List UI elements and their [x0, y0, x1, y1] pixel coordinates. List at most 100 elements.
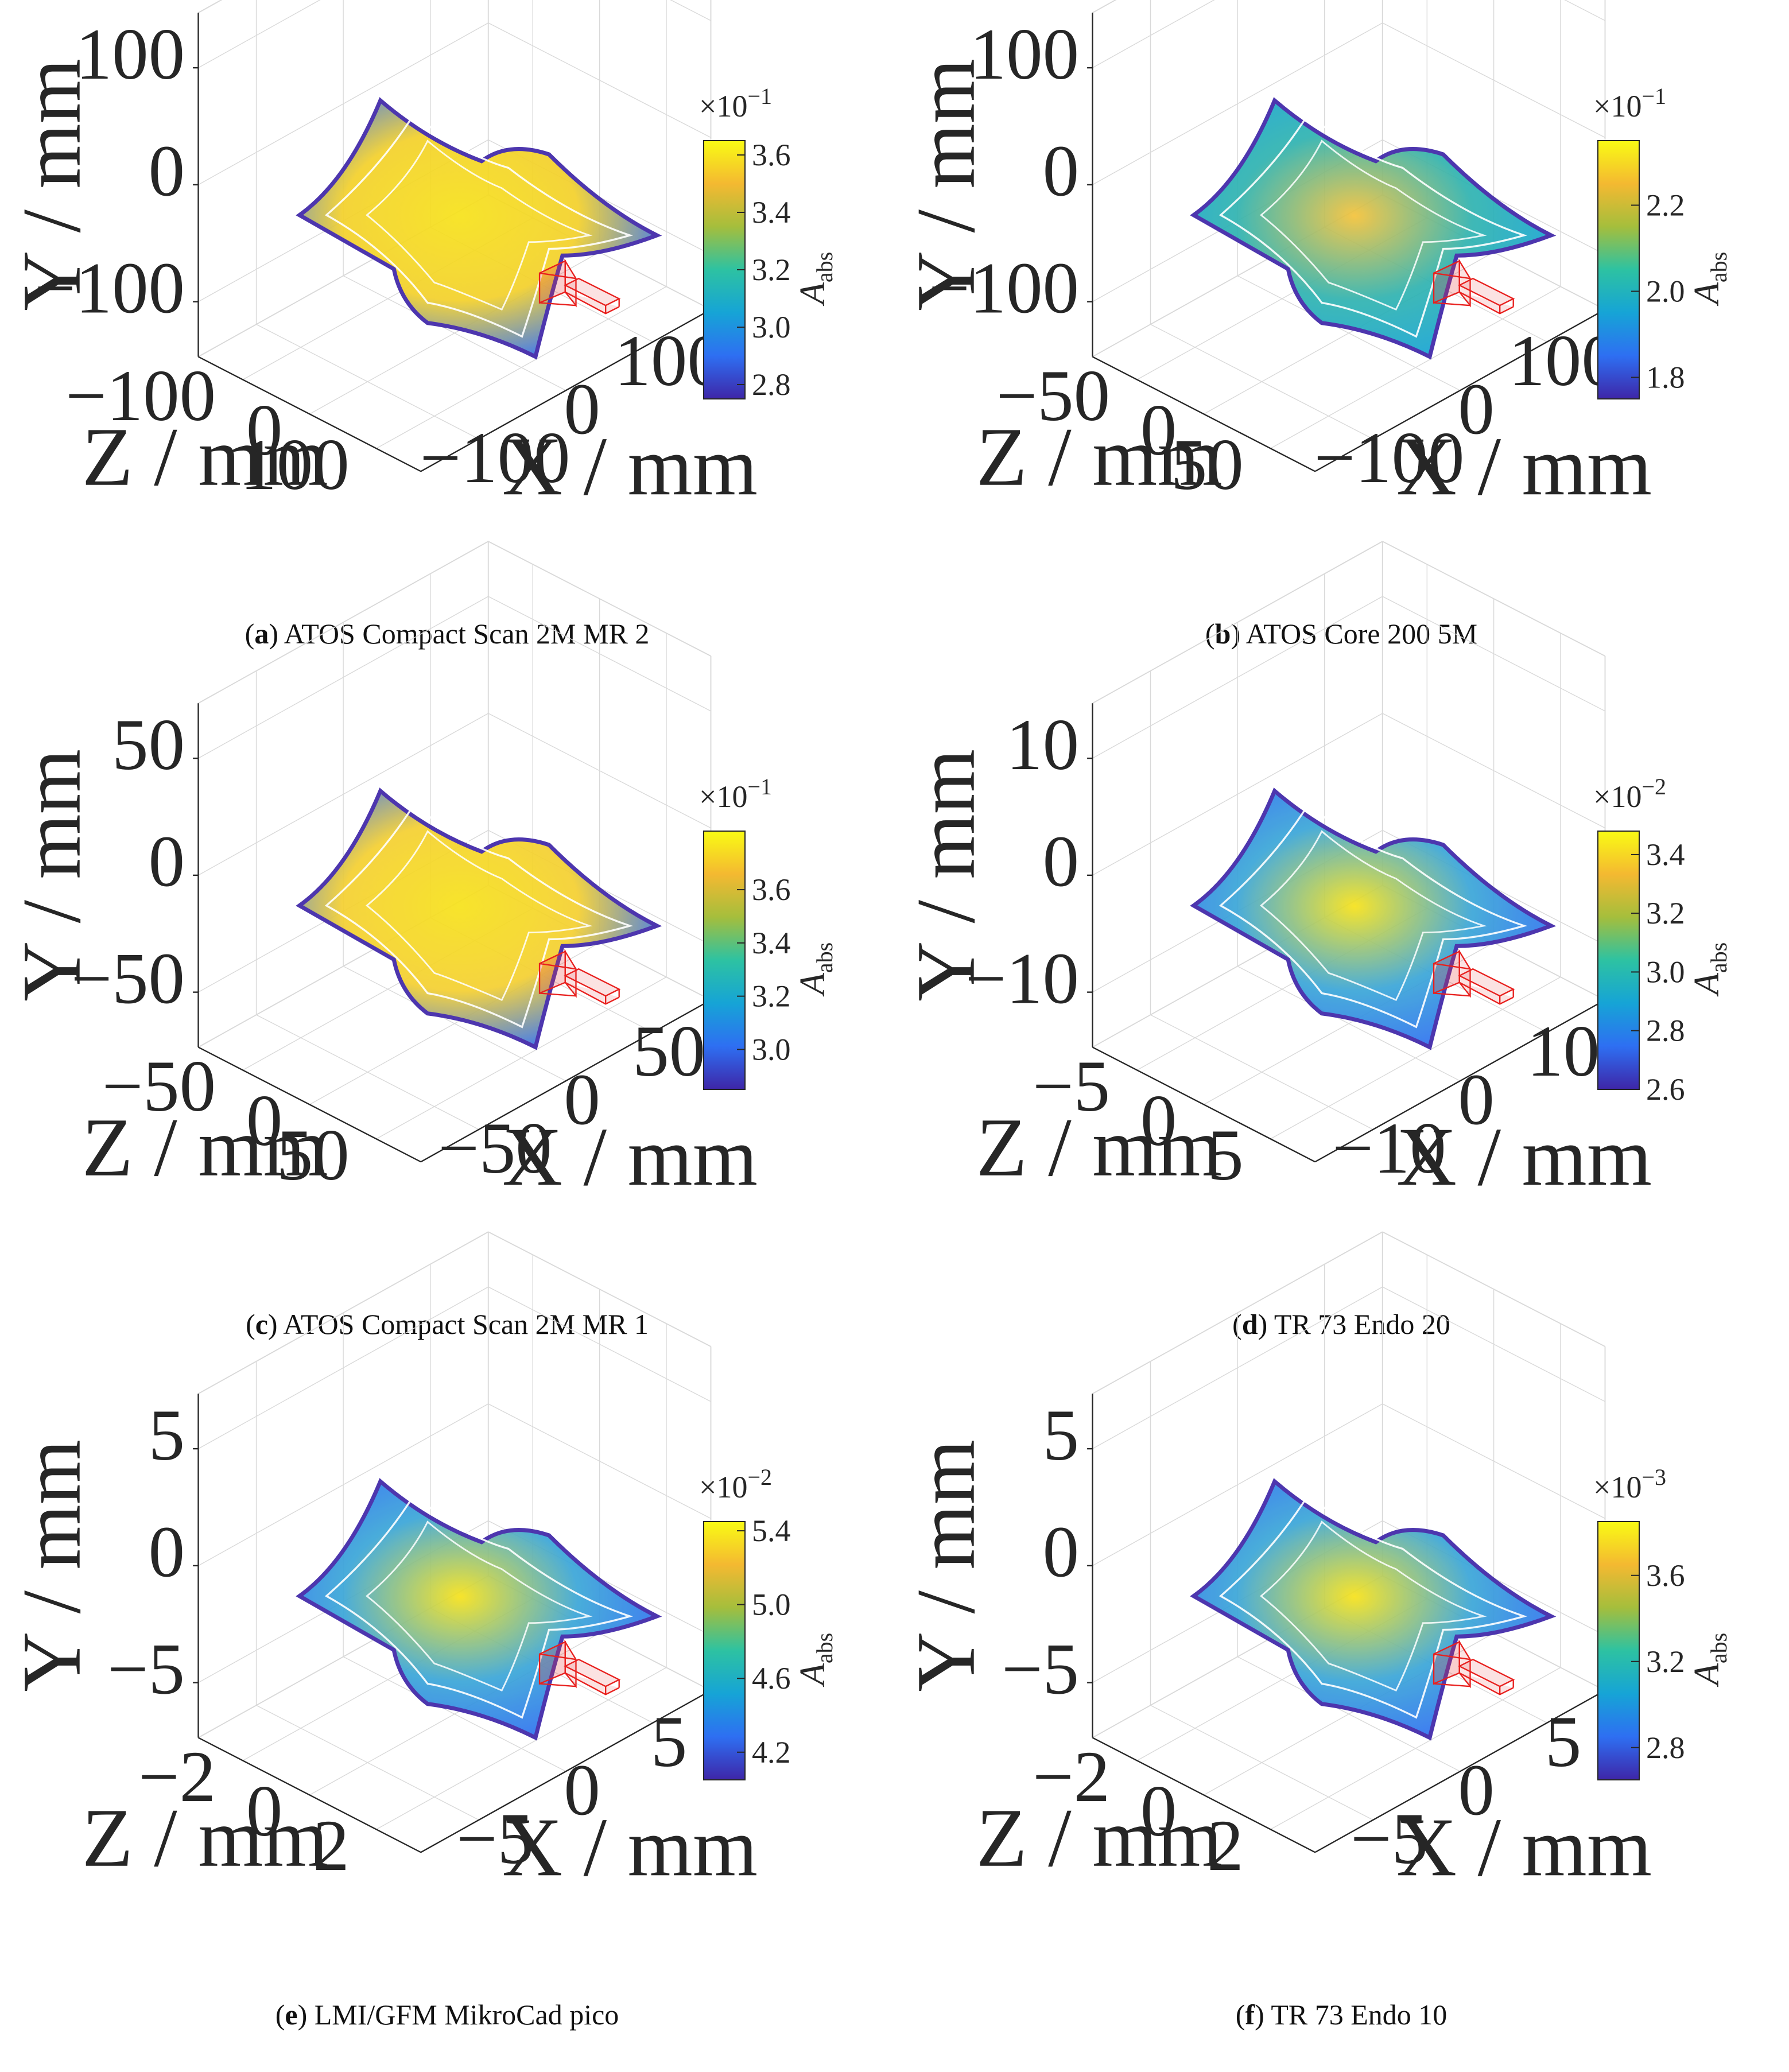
colorbar-tick-label: 3.4 — [1646, 837, 1685, 872]
y-tick-label: 0 — [1043, 1512, 1079, 1593]
panel-f: −5 0 5 −2 0 2 −5 0 5 X / mm Z / mm Y / mm 2.8 3.2 3.6 ×… — [894, 1231, 1788, 2071]
panel-a: −100 0 100 −100 0 100 −100 0 100 X / mm Z / mm Y / … — [0, 0, 894, 690]
contour-line — [1218, 112, 1528, 338]
colorbar-tick-label: 4.6 — [752, 1661, 791, 1695]
surface — [1190, 1478, 1557, 1741]
y-tick-label: 50 — [112, 705, 185, 785]
colorbar-tick-label: 3.4 — [752, 195, 791, 230]
grid-line — [1092, 596, 1383, 759]
z-axis — [1092, 356, 1315, 472]
z-tick-label: 0 — [1140, 390, 1177, 471]
colorbar-label-sub: abs — [812, 1633, 837, 1663]
colorbar-multiplier: ×10−1 — [699, 83, 772, 123]
surface-patch — [1190, 787, 1557, 1050]
y-tick-label: −100 — [34, 248, 185, 328]
sensor-frustum — [1433, 1639, 1515, 1695]
y-tick-label: 0 — [1043, 822, 1079, 902]
x-tick-label: 0 — [564, 1060, 600, 1140]
x-axis — [420, 999, 712, 1163]
colorbar-label: Aabs — [793, 1633, 837, 1687]
sensor-frustum — [538, 258, 621, 315]
x-tick-label: 5 — [651, 1702, 687, 1782]
grid-line — [670, 0, 711, 21]
colorbar-tick-label: 2.8 — [752, 367, 791, 402]
x-tick-label: 0 — [1458, 1750, 1494, 1830]
y-tick-label: 0 — [1043, 131, 1079, 212]
x-axis-label: X / mm — [502, 420, 758, 513]
x-axis-label: X / mm — [502, 1110, 758, 1203]
grid-edge — [1092, 1231, 1383, 1395]
z-axis-label: Z / mm — [976, 1101, 1223, 1194]
colorbar-label-sub: abs — [1706, 252, 1732, 282]
caption: (c) ATOS Compact Scan 2M MR 1 — [0, 1307, 894, 1341]
caption: (a) ATOS Compact Scan 2M MR 2 — [0, 617, 894, 650]
x-tick-label: −5 — [456, 1799, 534, 1879]
z-axis-label: Z / mm — [976, 1791, 1223, 1884]
grid-line — [1382, 596, 1605, 712]
x-axis — [1314, 999, 1606, 1163]
colorbar-exponent: −2 — [1641, 774, 1666, 800]
colorbar: 3.0 3.2 3.4 3.6 ×10−1 Aabs — [699, 774, 837, 1090]
y-tick-label: −50 — [71, 938, 185, 1019]
contour-line — [324, 803, 634, 1029]
x-tick-label: −5 — [1351, 1799, 1428, 1879]
y-tick-label: −5 — [107, 1629, 185, 1709]
contour-line — [1260, 139, 1487, 311]
x-axis — [1314, 309, 1606, 472]
colorbar-exponent: −1 — [747, 83, 772, 109]
colorbar-multiplier: ×10−3 — [1593, 1464, 1666, 1504]
y-tick-label: −5 — [1002, 1629, 1079, 1709]
colorbar-scale — [703, 831, 746, 1090]
colorbar-label: Aabs — [1687, 942, 1732, 997]
colorbar-label-sub: abs — [1706, 1633, 1732, 1663]
surface-patch — [1190, 97, 1557, 360]
grid-line — [1382, 1286, 1605, 1402]
sensor-edge — [1433, 963, 1470, 997]
colorbar-tick-label: 3.2 — [1646, 896, 1685, 930]
x-axis-label: X / mm — [1396, 1110, 1652, 1203]
x-axis — [420, 1690, 712, 1853]
contour-line — [1218, 803, 1528, 1029]
sensor-edge — [1433, 272, 1470, 306]
caption-text: ATOS Core 200 5M — [1245, 618, 1478, 650]
colorbar-scale — [703, 1521, 746, 1780]
colorbar-scale — [1597, 1521, 1640, 1780]
colorbar-tick-label: 4.2 — [752, 1735, 791, 1770]
caption-text: TR 73 Endo 10 — [1271, 1999, 1448, 2031]
x-tick-label: 10 — [1527, 1011, 1600, 1092]
z-tick-label: −2 — [138, 1737, 216, 1817]
x-axis — [420, 309, 712, 472]
colorbar-exponent: −3 — [1641, 1464, 1666, 1490]
colorbar-exponent: −1 — [747, 774, 772, 800]
sensor-body — [564, 277, 621, 315]
colorbar-label-sub: abs — [812, 252, 837, 282]
colorbar-tick-label: 2.2 — [1646, 188, 1685, 223]
y-tick-label: −100 — [929, 248, 1079, 328]
colorbar-tick-label: 3.0 — [1646, 954, 1685, 989]
z-tick-label: −2 — [1033, 1737, 1110, 1817]
x-axis — [1314, 1690, 1606, 1853]
contour-line — [1218, 1493, 1528, 1719]
z-tick-label: 0 — [1140, 1081, 1177, 1161]
z-tick-label: 50 — [1171, 425, 1244, 505]
colorbar-multiplier: ×10−1 — [1593, 83, 1666, 123]
caption-text: ATOS Compact Scan 2M MR 2 — [284, 618, 650, 650]
colorbar: 2.8 3.2 3.6 ×10−3 Aabs — [1593, 1464, 1732, 1780]
surface — [296, 97, 662, 360]
colorbar-label: Aabs — [1687, 1633, 1732, 1687]
caption: (f) TR 73 Endo 10 — [894, 1998, 1788, 2031]
colorbar-scale — [1597, 140, 1640, 399]
z-axis — [197, 1737, 421, 1853]
grid-edge — [198, 541, 489, 704]
sensor-frustum — [1433, 258, 1515, 315]
surface — [296, 1478, 662, 1741]
panel-b: −100 0 100 −50 0 50 −100 0 100 X / mm Z / mm Y / mm… — [894, 0, 1788, 690]
y-tick-label: 10 — [1006, 705, 1079, 785]
x-tick-label: 0 — [564, 369, 600, 449]
x-tick-label: 0 — [564, 1750, 600, 1830]
colorbar-tick-label: 3.6 — [752, 872, 791, 907]
x-axis-label: X / mm — [1396, 420, 1652, 513]
colorbar-label: Aabs — [793, 252, 837, 306]
